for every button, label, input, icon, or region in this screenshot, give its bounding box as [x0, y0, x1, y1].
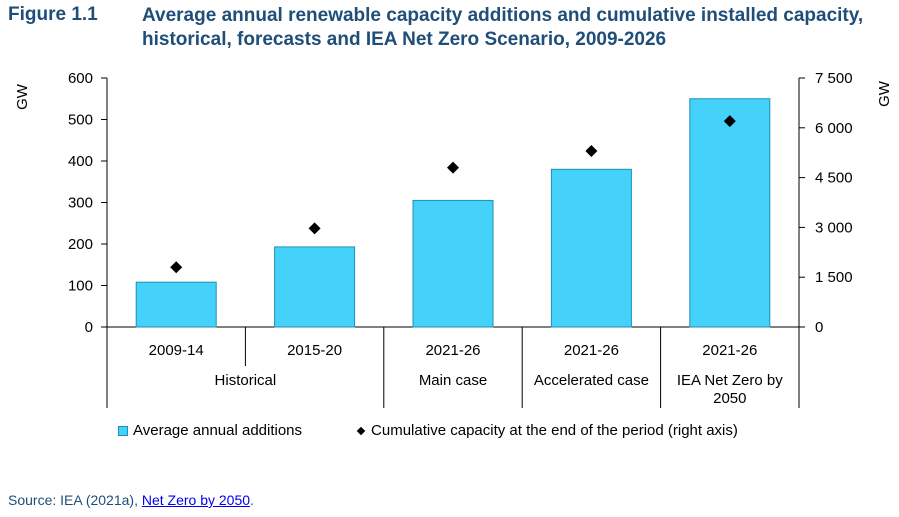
bar [412, 199, 494, 328]
cumulative-marker [308, 222, 321, 235]
figure-title: Average annual renewable capacity additi… [142, 5, 864, 50]
legend-bar-label: Average annual additions [133, 422, 303, 439]
bar [135, 281, 217, 328]
group-label: Main case [419, 372, 487, 389]
source-suffix: . [250, 492, 254, 508]
figure-number: Figure 1.1 [8, 4, 98, 25]
chart-legend: Average annual additions Cumulative capa… [118, 422, 794, 439]
source-note: Source: IEA (2021a), Net Zero by 2050. [8, 492, 254, 508]
source-link[interactable]: Net Zero by 2050 [141, 492, 251, 508]
cumulative-marker [447, 161, 459, 174]
y-left-tick-label: 300 [68, 195, 93, 212]
legend-bar-swatch [118, 425, 128, 436]
y-left-tick-label: 500 [68, 112, 93, 129]
legend-item-bars: Average annual additions [118, 422, 302, 439]
y-left-tick-label: 100 [68, 278, 93, 295]
cumulative-marker [723, 115, 736, 128]
bar [689, 98, 771, 328]
y-right-tick-label: 3 000 [815, 219, 853, 236]
y-right-tick-label: 0 [815, 319, 823, 336]
group-label: Accelerated case [534, 372, 649, 389]
legend-item-markers: Cumulative capacity at the end of the pe… [356, 422, 738, 439]
x-tick-label: 2021-26 [564, 342, 619, 359]
y-right-tick-label: 4 500 [815, 170, 853, 187]
y-left-tick-label: 600 [68, 70, 93, 87]
x-tick-label: 2015-20 [287, 342, 342, 359]
x-tick-label: 2021-26 [702, 342, 757, 359]
bar [550, 168, 632, 328]
y-right-tick-label: 1 500 [815, 269, 853, 286]
group-label: IEA Net Zero by 2050 [677, 372, 783, 407]
y-right-tick-label: 6 000 [815, 120, 853, 137]
cumulative-marker [585, 145, 598, 158]
bar [274, 246, 356, 328]
legend-marker-label: Cumulative capacity at the end of the pe… [371, 422, 738, 439]
y-right-tick-label: 7 500 [815, 70, 853, 87]
x-tick-label: 2021-26 [425, 342, 480, 359]
y-left-axis-title: GW [14, 83, 31, 110]
chart: 0 100 200 300 400 500 600 0 1 500 3 000 4 500 6 000… [14, 70, 893, 408]
group-label: Historical [215, 372, 277, 389]
legend-diamond-swatch [356, 426, 366, 435]
y-left-tick-label: 400 [68, 153, 93, 170]
x-tick-label: 2009-14 [149, 342, 204, 359]
y-right-axis-title: GW [876, 80, 893, 107]
y-left-tick-label: 200 [68, 236, 93, 253]
y-left-tick-label: 0 [85, 319, 93, 336]
cumulative-marker [170, 261, 183, 274]
source-prefix: Source: IEA (2021a), [8, 492, 142, 508]
